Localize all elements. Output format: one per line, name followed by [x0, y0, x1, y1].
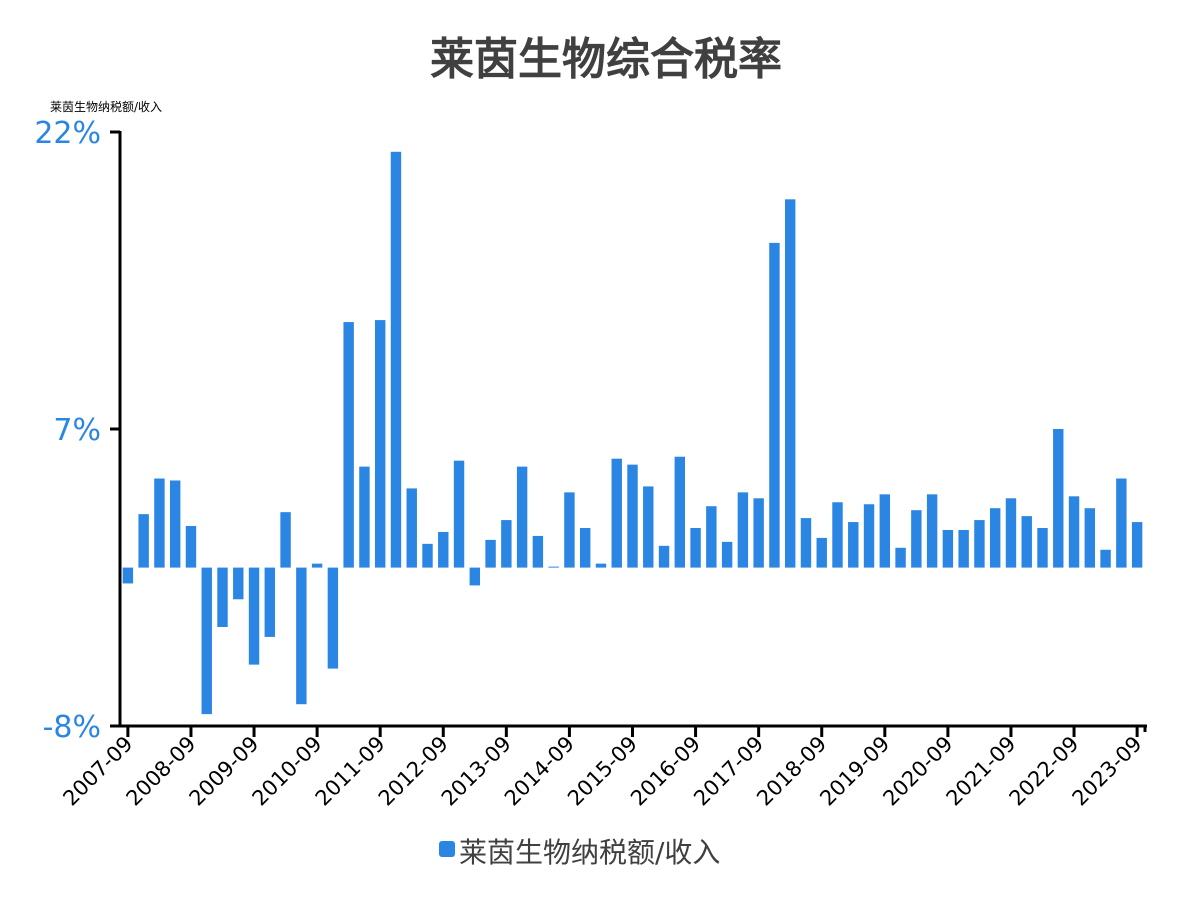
bar — [800, 518, 812, 568]
bar — [832, 502, 843, 568]
bar — [485, 539, 496, 568]
bar — [217, 567, 228, 627]
bar — [548, 566, 559, 568]
bar — [721, 541, 733, 568]
bar — [816, 537, 827, 568]
bar — [848, 522, 859, 568]
legend-label: 莱茵生物纳税额/收入 — [459, 836, 720, 869]
x-tick-label: 2023-09 — [1068, 732, 1147, 811]
x-ticks: 2007-092008-092009-092010-092011-092012-… — [58, 726, 1147, 811]
y-ticks: 22% 7% -8% — [34, 116, 120, 745]
bar — [374, 320, 386, 568]
bar — [359, 466, 370, 568]
legend: 莱茵生物纳税额/收入 — [439, 836, 720, 869]
bar — [643, 486, 654, 568]
bar — [264, 567, 276, 637]
bar — [406, 488, 417, 568]
bar — [1005, 498, 1017, 568]
bar — [501, 520, 512, 568]
bar — [769, 242, 780, 568]
bar — [169, 480, 181, 568]
bar — [784, 199, 796, 568]
bar — [879, 494, 891, 568]
bar — [564, 492, 575, 568]
bar — [1021, 516, 1032, 568]
bar — [532, 535, 544, 568]
y-unit-label: 莱茵生物纳税额/收入 — [50, 100, 162, 114]
bar — [296, 567, 307, 705]
bar — [926, 494, 938, 568]
bar — [706, 506, 717, 568]
bar — [1068, 496, 1080, 568]
bar — [753, 498, 764, 568]
bar — [1116, 478, 1127, 568]
y-tick-label: -8% — [43, 710, 101, 745]
bar — [579, 528, 591, 568]
bar — [895, 547, 906, 568]
y-tick-label: 22% — [34, 116, 101, 151]
bar — [201, 567, 212, 715]
bar — [737, 492, 749, 568]
bar — [974, 520, 985, 568]
chart-title: 莱茵生物综合税率 — [430, 34, 782, 85]
bar — [390, 151, 402, 568]
bar — [690, 528, 701, 568]
bar — [595, 563, 607, 568]
bar — [438, 531, 449, 568]
bar — [185, 526, 197, 568]
bar — [1037, 528, 1048, 568]
bar — [627, 464, 638, 568]
bar — [469, 567, 481, 586]
bar — [1131, 522, 1143, 568]
bars — [122, 151, 1143, 715]
bar — [863, 504, 875, 568]
bar — [1084, 508, 1096, 568]
legend-swatch — [439, 841, 455, 857]
bar — [658, 545, 670, 568]
bar — [942, 529, 954, 568]
bar — [138, 514, 149, 568]
bar — [422, 543, 433, 568]
bar — [958, 529, 969, 568]
bar — [911, 510, 922, 568]
bar — [280, 512, 291, 568]
bar — [1053, 429, 1064, 568]
bar — [248, 567, 260, 665]
bar — [233, 567, 244, 600]
bar — [1100, 549, 1111, 568]
y-tick-label: 7% — [53, 413, 101, 448]
bar — [154, 478, 165, 568]
bar — [674, 456, 686, 568]
bar — [516, 466, 528, 568]
bar — [989, 508, 1001, 568]
bar — [453, 460, 465, 568]
bar — [122, 567, 134, 584]
bar — [611, 458, 622, 568]
bar — [327, 567, 339, 669]
bar — [311, 563, 323, 568]
bar — [343, 322, 354, 568]
